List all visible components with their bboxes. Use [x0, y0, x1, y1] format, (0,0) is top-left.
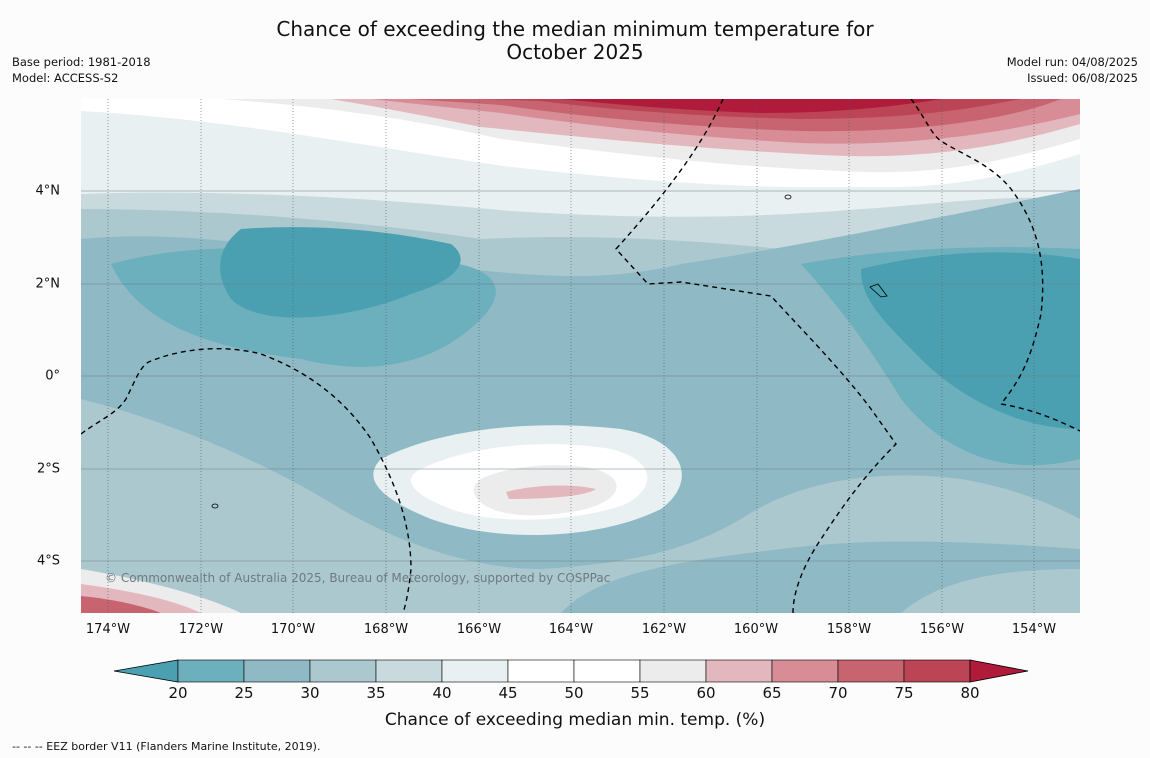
- forecast-map: © Commonwealth of Australia 2025, Bureau…: [81, 99, 1080, 613]
- eez-legend-note: -- -- -- EEZ border V11 (Flanders Marine…: [12, 740, 321, 753]
- lon-label: 154°W: [1011, 622, 1057, 637]
- meta-right: Model run: 04/08/2025 Issued: 06/08/2025: [1007, 54, 1138, 86]
- colorbar-tick-label: 40: [432, 684, 452, 702]
- colorbar-tick-label: 70: [828, 684, 848, 702]
- colorbar-tick-label: 60: [696, 684, 716, 702]
- lon-label: 168°W: [363, 622, 409, 637]
- colorbar-bin: [573, 659, 641, 683]
- colorbar-extend-low: [113, 659, 179, 683]
- map-canvas: [81, 99, 1080, 613]
- colorbar-extend-high: [969, 659, 1029, 683]
- lon-label: 162°W: [641, 622, 687, 637]
- base-period: Base period: 1981-2018: [12, 55, 151, 69]
- colorbar-bin: [705, 659, 773, 683]
- colorbar-tick-label: 30: [300, 684, 320, 702]
- title-line-1: Chance of exceeding the median minimum t…: [276, 17, 874, 41]
- model-run: Model run: 04/08/2025: [1006, 55, 1138, 69]
- colorbar-tick-label: 75: [894, 684, 914, 702]
- colorbar-label: Chance of exceeding median min. temp. (%…: [384, 710, 766, 730]
- lon-label: 160°W: [733, 622, 779, 637]
- issued-date: Issued: 06/08/2025: [1027, 71, 1138, 85]
- colorbar-bin: [837, 659, 905, 683]
- colorbar-tick-label: 45: [498, 684, 518, 702]
- lon-label: 158°W: [826, 622, 872, 637]
- map-title: Chance of exceeding the median minimum t…: [0, 18, 1150, 64]
- lon-label: 174°W: [85, 622, 131, 637]
- colorbar-tick-label: 80: [960, 684, 980, 702]
- colorbar-bin: [309, 659, 377, 683]
- colorbar-bin: [243, 659, 311, 683]
- colorbar-tick-label: 55: [630, 684, 650, 702]
- colorbar: [112, 657, 1038, 691]
- lon-label: 170°W: [270, 622, 316, 637]
- colorbar-bin: [441, 659, 509, 683]
- colorbar-bin: [639, 659, 707, 683]
- colorbar-bin: [177, 659, 245, 683]
- lat-label: 2°S: [36, 461, 60, 477]
- colorbar-bin: [903, 659, 971, 683]
- colorbar-bin: [771, 659, 839, 683]
- lon-label: 172°W: [178, 622, 224, 637]
- lat-label: 4°N: [35, 183, 61, 199]
- lat-label: 0°: [45, 368, 60, 384]
- colorbar-tick-label: 35: [366, 684, 386, 702]
- colorbar-bin: [375, 659, 443, 683]
- colorbar-tick-label: 20: [168, 684, 188, 702]
- colorbar-tick-label: 25: [234, 684, 254, 702]
- colorbar-tick-label: 50: [564, 684, 584, 702]
- title-line-2: October 2025: [506, 40, 644, 64]
- colorbar-tick-label: 65: [762, 684, 782, 702]
- lat-label: 4°S: [36, 553, 60, 569]
- lon-label: 166°W: [456, 622, 502, 637]
- lat-label: 2°N: [35, 276, 61, 292]
- model-name: Model: ACCESS-S2: [12, 71, 119, 85]
- meta-left: Base period: 1981-2018 Model: ACCESS-S2: [12, 54, 151, 86]
- copyright-notice: © Commonwealth of Australia 2025, Bureau…: [105, 571, 611, 585]
- colorbar-bin: [507, 659, 575, 683]
- colorbar-graphic: [113, 659, 1029, 683]
- lon-label: 156°W: [919, 622, 965, 637]
- lon-label: 164°W: [548, 622, 594, 637]
